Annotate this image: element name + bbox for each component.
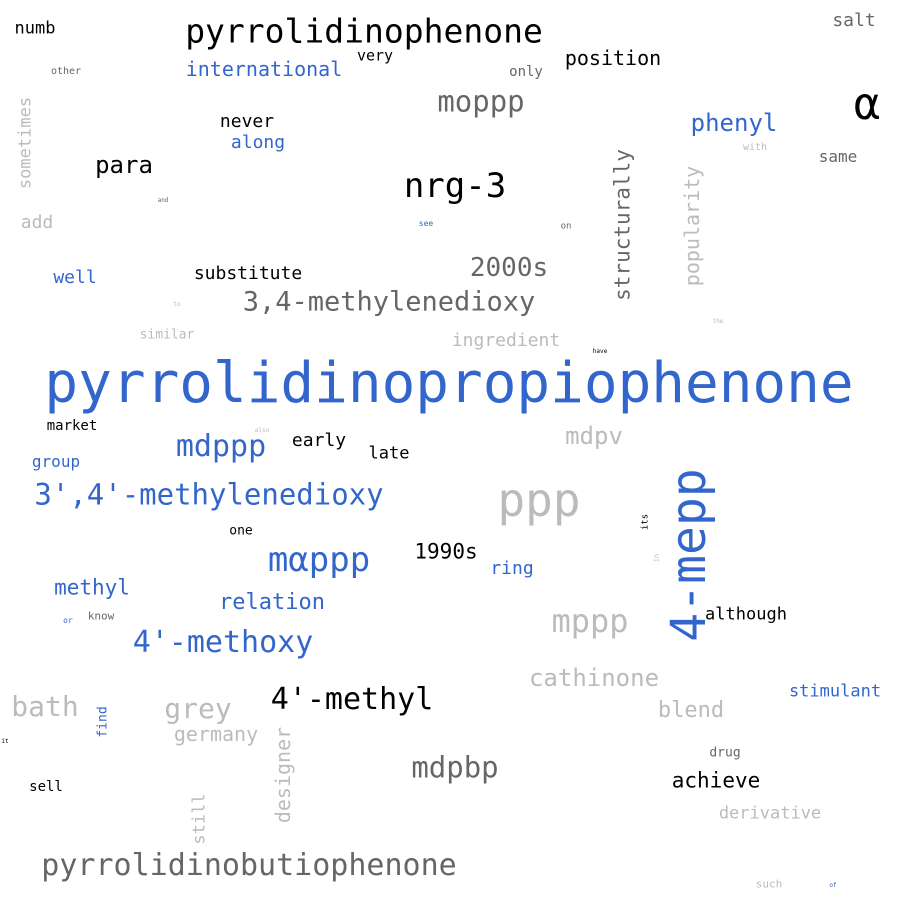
word-63: with (742, 142, 768, 153)
word-28: achieve (671, 768, 761, 793)
word-35: substitute (193, 263, 303, 284)
word-38: along (230, 132, 286, 153)
word-11: 4'-methyl (270, 682, 434, 717)
word-23: structurally (610, 149, 635, 301)
word-53: very (356, 46, 394, 65)
word-72: have (592, 348, 608, 355)
word-62: other (50, 66, 82, 77)
word-41: numb (14, 18, 56, 39)
word-37: never (219, 111, 275, 132)
word-74: it (1, 738, 9, 745)
word-8: moppp (437, 84, 525, 119)
word-14: 3,4-methylenedioxy (242, 286, 536, 318)
word-6: nrg-3 (403, 166, 507, 206)
word-31: methyl (54, 575, 130, 600)
word-65: its (640, 513, 651, 531)
word-47: although (705, 604, 787, 625)
word-61: such (755, 877, 783, 891)
word-19: 2000s (469, 253, 549, 283)
word-55: sell (29, 779, 63, 795)
word-29: position (564, 46, 662, 70)
word-20: mdpv (565, 422, 623, 450)
word-13: 3',4'-methylenedioxy (34, 477, 384, 512)
word-10: mppp (551, 602, 629, 640)
word-22: para (95, 151, 153, 179)
word-33: designer (271, 726, 295, 824)
word-4: pyrrolidinophenone (185, 11, 543, 51)
word-36: stimulant (788, 681, 882, 702)
word-39: salt (832, 10, 876, 31)
word-0: pyrrolidinopropiophenone (44, 351, 854, 416)
word-30: international (185, 57, 343, 81)
word-15: mdppp (175, 429, 267, 464)
word-66: see (418, 219, 434, 228)
word-18: cathinone (528, 664, 660, 692)
word-70: to (173, 301, 181, 308)
word-12: 4'-methoxy (132, 625, 314, 660)
word-75: of (829, 882, 837, 889)
word-25: 1990s (414, 539, 478, 564)
word-51: group (31, 452, 81, 471)
word-50: still (189, 793, 210, 845)
word-58: one (229, 523, 253, 539)
word-48: derivative (718, 803, 822, 824)
word-54: only (509, 64, 543, 80)
word-3: α (853, 79, 881, 130)
word-69: and (157, 197, 169, 204)
word-68: in (652, 553, 661, 563)
word-7: mαppp (267, 540, 371, 580)
word-67: or (63, 616, 73, 625)
word-26: relation (219, 590, 325, 615)
word-42: early (291, 430, 347, 451)
word-57: similar (139, 327, 195, 343)
word-60: know (87, 609, 115, 623)
word-71: the (712, 318, 724, 325)
word-45: add (20, 212, 54, 233)
word-32: germany (173, 722, 259, 746)
word-43: late (368, 443, 410, 464)
word-64: on (560, 221, 572, 232)
word-52: market (46, 418, 98, 434)
word-34: ingredient (451, 330, 561, 351)
word-9: mdpbp (411, 750, 499, 785)
word-73: also (254, 427, 270, 434)
word-16: bath (11, 690, 79, 723)
word-24: popularity (680, 165, 704, 287)
word-21: phenyl (690, 109, 778, 137)
word-49: same (818, 147, 858, 166)
word-56: drug (709, 745, 741, 761)
word-59: find (95, 706, 111, 738)
word-44: well (53, 267, 97, 288)
word-46: ring (490, 558, 534, 579)
word-2: ppp (497, 473, 581, 527)
word-40: sometimes (15, 96, 36, 190)
word-27: blend (657, 698, 725, 723)
word-17: grey (164, 692, 232, 725)
word-5: pyrrolidinobutiophenone (41, 848, 457, 883)
